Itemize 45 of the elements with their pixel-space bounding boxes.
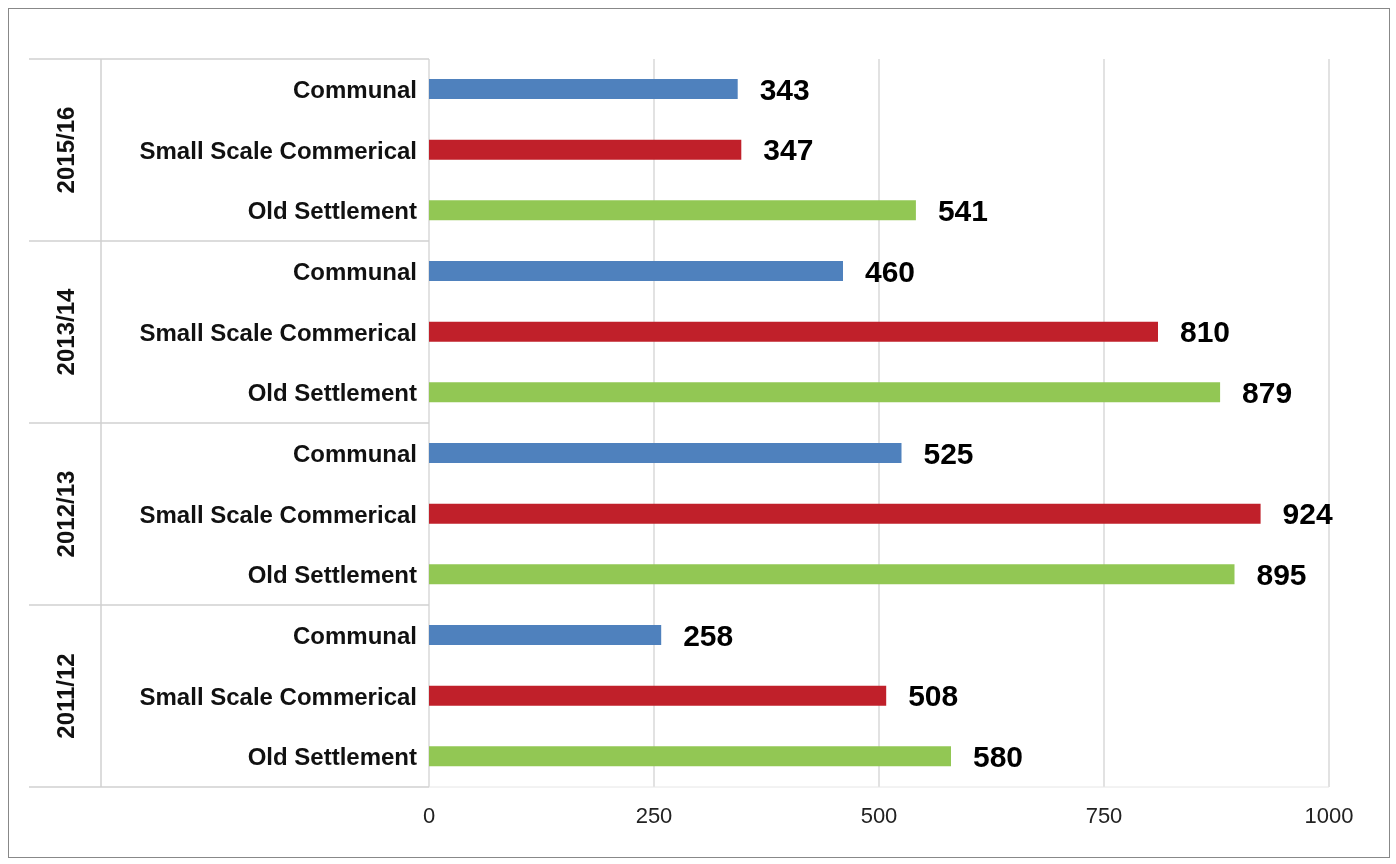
data-label: 508	[908, 679, 959, 713]
x-tick-label: 1000	[1304, 802, 1354, 828]
data-label: 460	[865, 254, 916, 288]
bar	[429, 564, 1235, 585]
bar	[429, 685, 887, 706]
text: 2012/13	[51, 470, 79, 558]
y-tick-label: Small Scale Commerical	[139, 318, 417, 346]
data-label: 343	[759, 72, 810, 106]
data-label: 258	[683, 618, 734, 652]
y-tick-label: Communal	[292, 621, 417, 649]
x-tick-label: 750	[1085, 802, 1123, 828]
bar	[429, 200, 916, 221]
y-tick-label: Old Settlement	[247, 743, 418, 771]
y-tick-label: Small Scale Commerical	[139, 136, 417, 164]
y-tick-label: Old Settlement	[247, 561, 418, 589]
bar	[429, 746, 951, 767]
bar	[429, 625, 662, 645]
bar	[429, 261, 843, 281]
bar	[429, 503, 1261, 524]
data-label: 924	[1282, 497, 1333, 531]
bar	[429, 443, 902, 463]
data-label: 541	[937, 193, 988, 227]
x-tick-label: 500	[860, 802, 898, 828]
data-label: 525	[923, 436, 974, 470]
y-tick-label: Communal	[292, 75, 417, 103]
bar	[429, 321, 1158, 342]
y-tick-label: Old Settlement	[247, 379, 418, 407]
text: 2011/12	[51, 653, 79, 739]
y-tick-label: Old Settlement	[247, 197, 418, 225]
bar	[429, 139, 742, 160]
y-tick-label: Small Scale Commerical	[139, 500, 417, 528]
y-tick-label: Communal	[292, 439, 417, 467]
data-label: 895	[1256, 557, 1307, 591]
bar	[429, 79, 738, 99]
bar	[429, 382, 1221, 403]
x-tick-label: 250	[635, 802, 673, 828]
data-label: 879	[1242, 375, 1293, 409]
y-tick-label: Small Scale Commerical	[139, 682, 417, 710]
y-tick-label: Communal	[292, 257, 417, 285]
text: 2015/16	[51, 106, 79, 194]
data-label: 347	[763, 133, 814, 167]
x-tick-label: 0	[422, 802, 436, 828]
text: 2013/14	[51, 287, 79, 376]
data-label: 580	[973, 739, 1024, 773]
data-label: 810	[1180, 315, 1231, 349]
